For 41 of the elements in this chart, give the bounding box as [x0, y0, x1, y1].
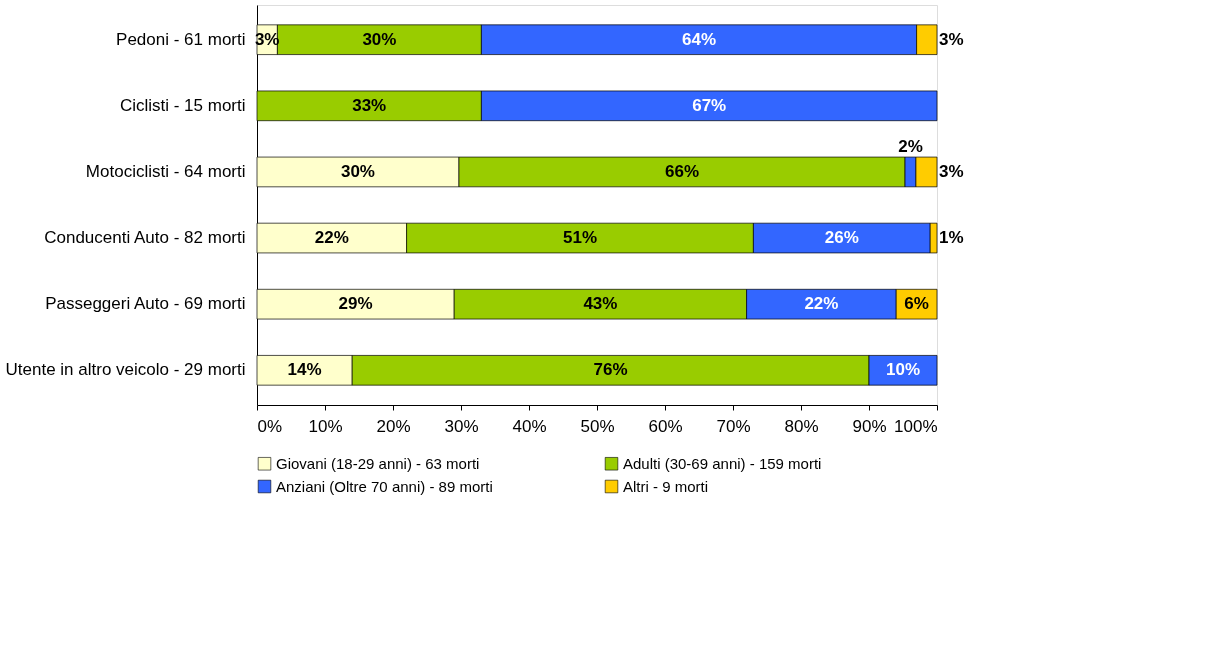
- data-label: 10%: [885, 360, 921, 380]
- y-tick-label: Pedoni - 61 morti: [116, 29, 246, 49]
- x-tick-label: 70%: [716, 416, 751, 436]
- x-tick-label: 50%: [580, 416, 615, 436]
- data-label: 1%: [939, 228, 964, 248]
- data-label: 26%: [824, 228, 859, 248]
- legend-label: Giovani (18-29 anni) - 63 morti: [276, 454, 480, 472]
- legend-label: Adulti (30-69 anni) - 159 morti: [623, 454, 822, 472]
- x-tick-label: 20%: [376, 416, 411, 436]
- data-label: 22%: [804, 294, 839, 314]
- data-label: 76%: [593, 360, 628, 380]
- x-tick-label: 0%: [257, 416, 283, 436]
- data-label: 14%: [287, 360, 322, 380]
- y-tick-label: Ciclisti - 15 morti: [119, 95, 246, 115]
- data-label: 2%: [898, 136, 923, 156]
- x-tick-label: 30%: [444, 416, 479, 436]
- data-label: 6%: [904, 294, 929, 314]
- y-tick-label: Passeggeri Auto - 69 morti: [45, 294, 246, 314]
- legend-label: Anziani (Oltre 70 anni) - 89 morti: [276, 477, 493, 495]
- x-tick-label: 40%: [512, 416, 547, 436]
- data-label: 30%: [340, 161, 375, 181]
- data-label: 43%: [583, 294, 618, 314]
- x-tick-label: 10%: [308, 416, 343, 436]
- data-label: 67%: [692, 95, 727, 115]
- data-label: 22%: [314, 228, 349, 248]
- data-label: 66%: [664, 161, 700, 181]
- y-tick-label: Conducenti Auto - 82 morti: [44, 228, 246, 248]
- x-tick-label: 90%: [852, 416, 887, 436]
- x-tick-label: 80%: [784, 416, 819, 436]
- data-label: 64%: [681, 29, 717, 49]
- y-tick-label: Motociclisti - 64 morti: [85, 161, 246, 181]
- y-tick-label: Utente in altro veicolo - 29 morti: [5, 360, 246, 380]
- data-label: 3%: [939, 161, 964, 181]
- x-tick-label: 100%: [894, 416, 938, 436]
- data-label: 30%: [362, 29, 397, 49]
- data-label: 51%: [562, 228, 598, 248]
- data-label: 3%: [939, 29, 964, 49]
- x-tick-label: 60%: [648, 416, 683, 436]
- legend-label: Altri - 9 morti: [623, 477, 709, 495]
- data-label: 33%: [352, 95, 387, 115]
- data-label: 29%: [338, 294, 373, 314]
